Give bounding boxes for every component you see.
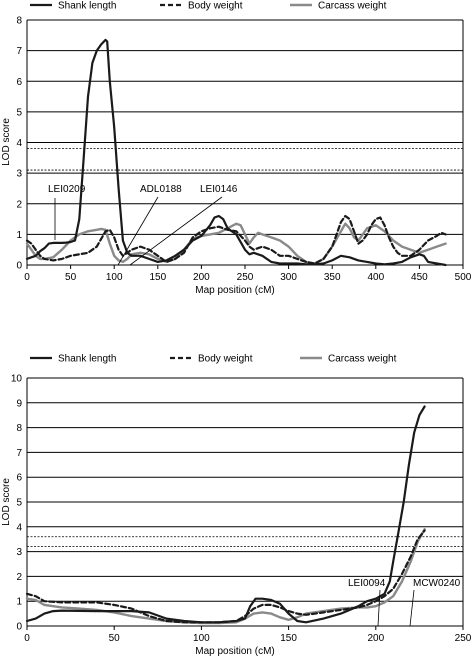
legend-label: Shank length <box>58 354 116 365</box>
y-tick-label: 4 <box>16 522 22 533</box>
legend-label: Shank length <box>58 1 116 12</box>
x-tick-label: 200 <box>193 272 210 283</box>
x-tick-label: 300 <box>280 272 297 283</box>
annotation-leader <box>117 196 159 266</box>
x-axis-label: Map position (cM) <box>195 646 274 657</box>
y-tick-label: 1 <box>16 230 22 241</box>
x-tick-label: 100 <box>193 633 210 644</box>
marker-annotation: MCW0240 <box>413 578 461 589</box>
legend-label: Body weight <box>188 1 243 12</box>
annotation-leader <box>377 589 381 627</box>
y-tick-label: 6 <box>16 77 22 88</box>
legend-label: Carcass weight <box>318 1 387 12</box>
annotation-leader <box>409 589 415 627</box>
y-tick-label: 4 <box>16 138 22 149</box>
x-tick-label: 250 <box>455 633 472 644</box>
y-tick-label: 5 <box>16 498 22 509</box>
x-tick-label: 400 <box>367 272 384 283</box>
y-tick-label: 7 <box>16 46 22 57</box>
legend-label: Carcass weight <box>328 354 397 365</box>
y-tick-label: 6 <box>16 473 22 484</box>
x-tick-label: 0 <box>24 272 30 283</box>
y-axis-label: LOD score <box>1 118 12 166</box>
series-line-body-weight <box>25 214 447 265</box>
x-tick-label: 350 <box>324 272 341 283</box>
y-tick-label: 8 <box>16 423 22 434</box>
y-tick-label: 2 <box>16 572 22 583</box>
series-line-body-weight <box>25 529 426 624</box>
marker-annotation: LEI0094 <box>348 578 386 589</box>
marker-annotation: ADL0188 <box>140 184 182 195</box>
series-line-shank-length <box>25 405 426 624</box>
y-tick-label: 2 <box>16 199 22 210</box>
series-line-shank-length <box>25 38 447 267</box>
y-tick-label: 1 <box>16 597 22 608</box>
y-axis-label: LOD score <box>1 478 12 526</box>
y-tick-label: 3 <box>16 169 22 180</box>
legend-label: Body weight <box>198 354 253 365</box>
y-tick-label: 0 <box>16 622 22 633</box>
y-tick-label: 3 <box>16 547 22 558</box>
x-tick-label: 150 <box>280 633 297 644</box>
x-tick-label: 50 <box>65 272 77 283</box>
x-tick-label: 50 <box>109 633 121 644</box>
x-tick-label: 100 <box>106 272 123 283</box>
series-line-carcass-weight <box>25 222 447 265</box>
annotation-leader <box>129 196 223 266</box>
x-tick-label: 0 <box>24 633 30 644</box>
x-tick-label: 200 <box>367 633 384 644</box>
marker-annotation: LEI0146 <box>200 184 238 195</box>
y-tick-label: 7 <box>16 448 22 459</box>
chart-panel-1: 0 1 2 3 4 5 6 7 8 0 50 100 150 200 250 300 350 400 450 500 S… <box>1 1 472 297</box>
x-tick-label: 500 <box>455 272 472 283</box>
y-tick-label: 0 <box>16 261 22 272</box>
y-tick-label: 9 <box>16 398 22 409</box>
y-tick-label: 5 <box>16 107 22 118</box>
x-tick-label: 150 <box>149 272 166 283</box>
y-tick-label: 8 <box>16 16 22 27</box>
y-tick-label: 10 <box>11 374 23 385</box>
marker-annotation: LEI0209 <box>48 184 86 195</box>
x-tick-label: 450 <box>411 272 428 283</box>
x-tick-label: 250 <box>237 272 254 283</box>
x-axis-label: Map position (cM) <box>195 285 274 296</box>
